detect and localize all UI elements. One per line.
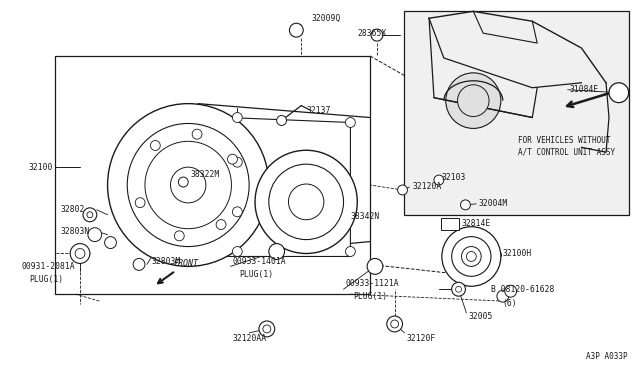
Circle shape — [371, 29, 383, 41]
Circle shape — [467, 251, 476, 262]
Circle shape — [232, 207, 243, 217]
Text: PLUG(1): PLUG(1) — [239, 270, 273, 279]
Circle shape — [87, 212, 93, 218]
Text: PLUG(1): PLUG(1) — [29, 275, 63, 284]
Circle shape — [609, 83, 628, 103]
Text: 32005: 32005 — [468, 311, 493, 321]
Text: PLUG(1): PLUG(1) — [353, 292, 387, 301]
Polygon shape — [227, 118, 351, 256]
Circle shape — [346, 118, 355, 128]
Text: FRONT: FRONT — [158, 259, 198, 283]
Circle shape — [145, 141, 232, 229]
Text: 38322M: 38322M — [190, 170, 220, 179]
Circle shape — [179, 177, 188, 187]
Text: 00933-1401A: 00933-1401A — [232, 257, 286, 266]
Circle shape — [75, 248, 85, 259]
Circle shape — [232, 113, 243, 122]
Circle shape — [263, 325, 271, 333]
Circle shape — [255, 150, 357, 253]
Bar — [404, 11, 628, 215]
Circle shape — [228, 154, 237, 164]
Circle shape — [387, 316, 403, 332]
Circle shape — [505, 285, 516, 297]
Circle shape — [135, 198, 145, 208]
Text: 00933-1121A: 00933-1121A — [346, 279, 399, 288]
Circle shape — [397, 185, 408, 195]
Text: B 08120-61628: B 08120-61628 — [491, 285, 554, 294]
Bar — [441, 218, 458, 230]
Text: 28365X: 28365X — [357, 29, 387, 38]
Circle shape — [216, 219, 226, 230]
Circle shape — [289, 23, 303, 37]
Circle shape — [150, 141, 160, 150]
Text: 32120A: 32120A — [412, 183, 442, 192]
Circle shape — [259, 321, 275, 337]
Circle shape — [461, 247, 481, 266]
Circle shape — [289, 184, 324, 220]
Text: 32803M: 32803M — [152, 257, 181, 266]
Circle shape — [127, 124, 249, 247]
Circle shape — [133, 259, 145, 270]
Circle shape — [458, 85, 489, 116]
Circle shape — [461, 200, 470, 210]
Text: 32802: 32802 — [60, 205, 84, 214]
Text: 32100H: 32100H — [503, 249, 532, 258]
Text: 32100: 32100 — [29, 163, 53, 171]
Circle shape — [269, 244, 285, 259]
Text: 32004M: 32004M — [478, 199, 508, 208]
Text: 32009Q: 32009Q — [311, 14, 340, 23]
Text: 32120F: 32120F — [406, 334, 436, 343]
Text: 00931-2081A: 00931-2081A — [21, 262, 75, 271]
Text: A3P A033P: A3P A033P — [586, 352, 628, 361]
Text: 31084E: 31084E — [570, 85, 599, 94]
Circle shape — [192, 129, 202, 139]
Circle shape — [70, 244, 90, 263]
Bar — [56, 56, 370, 294]
Circle shape — [446, 73, 501, 128]
Text: 32814E: 32814E — [461, 219, 491, 228]
Circle shape — [108, 104, 269, 266]
Circle shape — [232, 247, 243, 256]
Circle shape — [174, 231, 184, 241]
Text: 32103: 32103 — [442, 173, 466, 182]
Circle shape — [456, 286, 461, 292]
Circle shape — [170, 167, 206, 203]
Circle shape — [452, 237, 491, 276]
Text: FOR VEHICLES WITHOUT: FOR VEHICLES WITHOUT — [518, 136, 610, 145]
Circle shape — [391, 320, 399, 328]
Text: 32803N: 32803N — [60, 227, 90, 236]
Circle shape — [88, 228, 102, 241]
Circle shape — [104, 237, 116, 248]
Circle shape — [269, 164, 344, 240]
Circle shape — [232, 157, 243, 167]
Text: 32120AA: 32120AA — [232, 334, 266, 343]
Text: 38342N: 38342N — [351, 212, 380, 221]
Circle shape — [434, 175, 444, 185]
Circle shape — [367, 259, 383, 274]
Text: 32137: 32137 — [306, 106, 330, 115]
Circle shape — [442, 227, 501, 286]
Circle shape — [346, 247, 355, 256]
Text: A/T CONTROL UNIT ASSY: A/T CONTROL UNIT ASSY — [518, 148, 614, 157]
Circle shape — [276, 116, 287, 125]
Circle shape — [497, 290, 509, 302]
Text: (6): (6) — [503, 299, 517, 308]
Circle shape — [452, 282, 465, 296]
Circle shape — [83, 208, 97, 222]
